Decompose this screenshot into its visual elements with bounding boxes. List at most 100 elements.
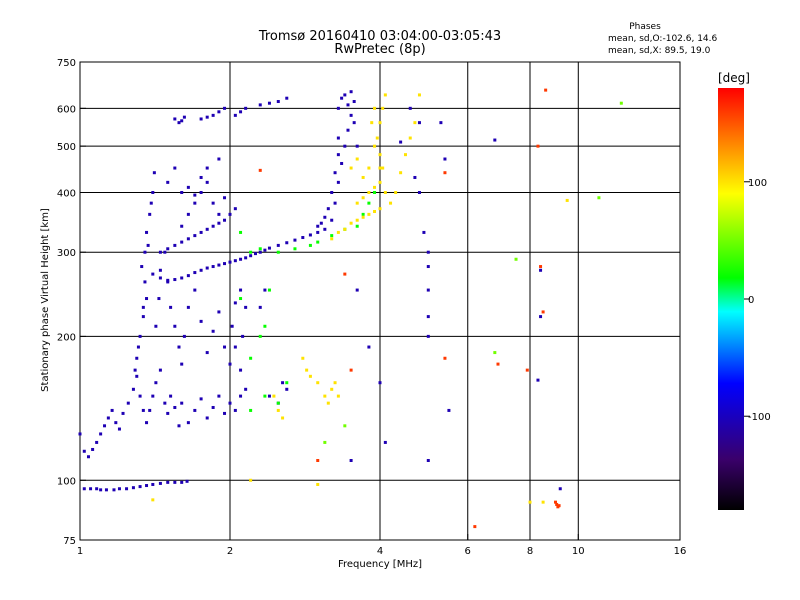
scatter-point bbox=[146, 243, 150, 247]
scatter-point bbox=[373, 210, 377, 214]
colorbar-tick-label: 100 bbox=[748, 178, 767, 189]
x-ticks: 1 2 4 6 8 10 16 bbox=[77, 534, 686, 557]
scatter-point bbox=[86, 455, 90, 459]
scatter-point bbox=[205, 416, 209, 420]
scatter-point bbox=[166, 280, 170, 284]
scatter-point bbox=[514, 257, 518, 261]
scatter-point bbox=[138, 394, 142, 398]
scatter-point bbox=[346, 103, 350, 107]
phase-stats-o: mean, sd,O:-102.6, 14.6 bbox=[608, 34, 718, 44]
scatter-point bbox=[180, 362, 184, 366]
scatter-point bbox=[361, 215, 365, 219]
scatter-point bbox=[276, 100, 280, 104]
scatter-point bbox=[263, 394, 267, 398]
scatter-point bbox=[258, 250, 262, 254]
scatter-point bbox=[394, 190, 398, 194]
scatter-point bbox=[239, 297, 243, 301]
scatter-point bbox=[336, 106, 340, 110]
scatter-point bbox=[239, 110, 243, 114]
scatter-point bbox=[316, 482, 320, 486]
scatter-point bbox=[558, 487, 562, 491]
scatter-point bbox=[426, 288, 430, 292]
scatter-point bbox=[205, 115, 209, 119]
scatter-point bbox=[378, 153, 382, 157]
scatter-point bbox=[346, 128, 350, 132]
scatter-point bbox=[205, 180, 209, 184]
scatter-point bbox=[244, 305, 248, 309]
scatter-point bbox=[373, 185, 377, 189]
scatter-point bbox=[367, 345, 371, 349]
scatter-point bbox=[193, 271, 197, 275]
scatter-point bbox=[276, 250, 280, 254]
scatter-point bbox=[336, 180, 340, 184]
scatter-point bbox=[199, 190, 203, 194]
scatter-point bbox=[151, 498, 155, 502]
scatter-point bbox=[373, 106, 377, 110]
scatter-point bbox=[177, 345, 181, 349]
scatter-point bbox=[316, 381, 320, 385]
scatter-point bbox=[340, 161, 344, 165]
scatter-point bbox=[333, 171, 337, 175]
scatter-point bbox=[355, 201, 359, 205]
scatter-point bbox=[293, 247, 297, 251]
scatter-point bbox=[173, 166, 177, 170]
scatter-point bbox=[169, 305, 173, 309]
scatter-point bbox=[223, 262, 227, 266]
scatter-point bbox=[281, 381, 285, 385]
scatter-point bbox=[285, 241, 289, 245]
scatter-point bbox=[138, 485, 142, 489]
scatter-point bbox=[211, 405, 215, 409]
scatter-point bbox=[263, 248, 267, 252]
scatter-point bbox=[193, 193, 197, 197]
scatter-point bbox=[211, 224, 215, 228]
scatter-point bbox=[193, 201, 197, 205]
scatter-point bbox=[447, 408, 451, 412]
x-tick-label: 8 bbox=[527, 546, 533, 557]
scatter-point bbox=[333, 201, 337, 205]
scatter-point bbox=[426, 458, 430, 462]
scatter-point bbox=[619, 101, 623, 105]
scatter-point bbox=[258, 334, 262, 338]
scatter-point bbox=[330, 234, 334, 238]
y-tick-label: 750 bbox=[57, 58, 76, 69]
scatter-point bbox=[375, 136, 379, 140]
scatter-point bbox=[417, 93, 421, 97]
scatter-point bbox=[211, 265, 215, 269]
scatter-point bbox=[319, 221, 323, 225]
scatter-point bbox=[173, 324, 177, 328]
scatter-point bbox=[151, 190, 155, 194]
scatter-point bbox=[131, 387, 135, 391]
scatter-point bbox=[403, 153, 407, 157]
scatter-point bbox=[182, 115, 186, 119]
scatter-point bbox=[211, 329, 215, 333]
scatter-point bbox=[352, 100, 356, 104]
scatter-point bbox=[267, 246, 271, 250]
scatter-point bbox=[140, 265, 144, 269]
scatter-point bbox=[82, 487, 86, 491]
scatter-point bbox=[336, 136, 340, 140]
scatter-point bbox=[308, 374, 312, 378]
scatter-point bbox=[258, 305, 262, 309]
scatter-point bbox=[135, 356, 139, 360]
scatter-point bbox=[333, 381, 337, 385]
scatter-point bbox=[121, 411, 125, 415]
scatter-point bbox=[205, 351, 209, 355]
scatter-point bbox=[211, 201, 215, 205]
y-tick-label: 300 bbox=[57, 248, 76, 259]
scatter-point bbox=[323, 440, 327, 444]
scatter-point bbox=[383, 93, 387, 97]
scatter-point bbox=[493, 351, 497, 355]
scatter-point bbox=[149, 201, 153, 205]
scatter-point bbox=[378, 166, 382, 170]
scatter-point bbox=[373, 190, 377, 194]
scatter-point bbox=[544, 88, 548, 92]
scatter-point bbox=[361, 175, 365, 179]
scatter-point bbox=[367, 212, 371, 216]
scatter-point bbox=[193, 408, 197, 412]
scatter-point bbox=[241, 334, 245, 338]
scatter-point bbox=[373, 144, 377, 148]
scatter-point bbox=[378, 381, 382, 385]
scatter-point bbox=[151, 394, 155, 398]
scatter-point bbox=[539, 268, 543, 272]
